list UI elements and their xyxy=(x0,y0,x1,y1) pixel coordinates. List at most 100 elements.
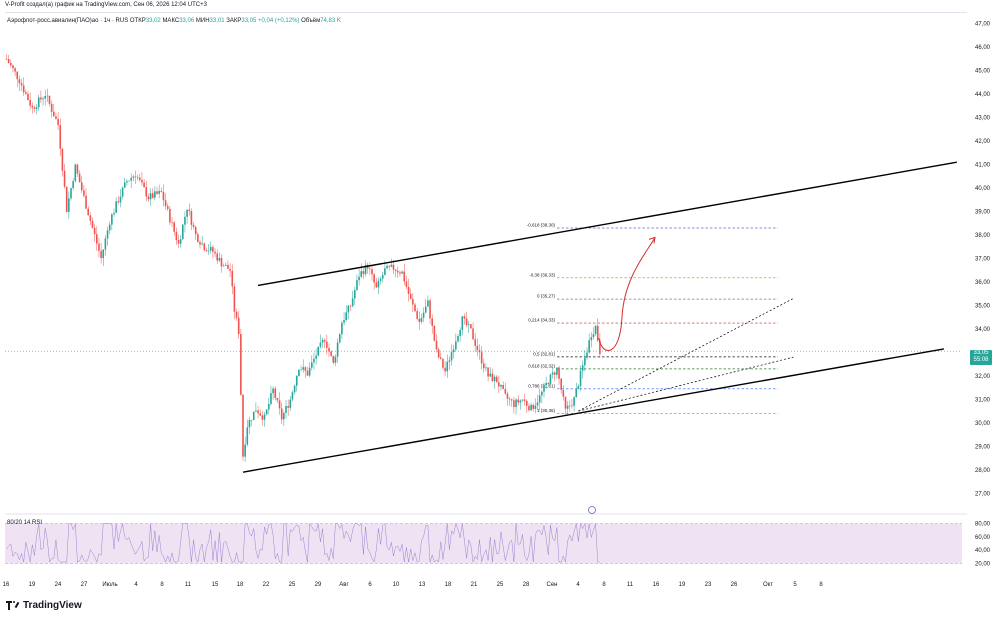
candle-body xyxy=(33,107,36,109)
price-tick-label: 36,00 xyxy=(975,280,991,286)
projection-dashed-line xyxy=(578,298,794,412)
candle-body xyxy=(216,253,218,261)
candle-body xyxy=(534,405,537,409)
price-tick-label: 46,00 xyxy=(975,45,991,51)
candle-body xyxy=(98,243,100,251)
candle-body xyxy=(175,231,178,241)
symbol-legend[interactable]: Аэрофлот-росс.авиалин(ПАО)ао · 1ч · RUS … xyxy=(7,18,341,24)
candle-body xyxy=(93,227,96,235)
candle-body xyxy=(304,367,307,371)
candle-body xyxy=(268,404,270,410)
candle-body xyxy=(328,347,330,352)
candle-body xyxy=(422,312,425,318)
bar-countdown: 55:08 xyxy=(973,357,989,363)
candle-body xyxy=(326,341,328,348)
fib-level-label: 0,5 (32,81) xyxy=(533,351,555,356)
candle-body xyxy=(91,220,94,228)
candle-body xyxy=(274,388,277,398)
candle-body xyxy=(362,271,365,275)
candle-body xyxy=(343,320,345,323)
candle-body xyxy=(227,264,229,269)
time-tick-label: 27 xyxy=(81,582,88,588)
tradingview-logo-icon xyxy=(6,601,20,610)
candle-body xyxy=(16,71,19,80)
candle-body xyxy=(588,340,590,353)
candle-body xyxy=(558,367,560,379)
price-tick-label: 34,00 xyxy=(975,327,991,333)
time-tick-label: 18 xyxy=(445,582,452,588)
time-tick-label: 28 xyxy=(523,582,530,588)
time-tick-label: 25 xyxy=(497,582,504,588)
candle-body xyxy=(418,318,421,322)
candle-body xyxy=(53,111,55,117)
price-tick-label: 27,00 xyxy=(975,491,991,497)
candle-body xyxy=(407,286,410,294)
candle-body xyxy=(556,367,558,375)
candle-body xyxy=(586,352,588,358)
fib-level-label: 0 (35,27) xyxy=(537,294,556,299)
candle-body xyxy=(272,388,274,394)
candle-body xyxy=(465,318,468,326)
candle-body xyxy=(452,349,455,353)
candle-body xyxy=(523,399,526,401)
candle-body xyxy=(543,385,545,392)
candle-body xyxy=(96,234,98,244)
candle-body xyxy=(115,201,117,213)
candle-body xyxy=(323,340,326,342)
candle-body xyxy=(298,370,300,377)
candle-body xyxy=(222,265,225,267)
open-label: ОТКР xyxy=(129,18,146,24)
time-tick-label: 25 xyxy=(289,582,296,588)
candle-body xyxy=(37,97,40,108)
candle-body xyxy=(61,148,64,171)
candle-body xyxy=(590,337,593,341)
candle-body xyxy=(351,298,354,307)
price-tick-label: 37,00 xyxy=(975,257,991,263)
candle-body xyxy=(448,360,451,362)
fib-level-label: 0,618 (32,32) xyxy=(528,363,555,368)
time-tick-label: 11 xyxy=(185,582,192,588)
candle-body xyxy=(315,355,317,359)
candle-body xyxy=(14,68,16,72)
candle-body xyxy=(472,328,474,340)
candle-body xyxy=(306,370,309,376)
channel-upper-line xyxy=(257,161,957,287)
candle-body xyxy=(515,399,517,408)
candle-body xyxy=(225,264,227,266)
candle-body xyxy=(132,176,135,178)
candle-body xyxy=(280,408,283,420)
candle-body xyxy=(433,325,436,341)
candle-body xyxy=(390,264,393,267)
candle-body xyxy=(444,367,446,372)
rsi-label[interactable]: 80/20 14 RSI xyxy=(7,520,43,526)
candle-body xyxy=(156,191,158,194)
candle-body xyxy=(566,405,569,409)
candle-body xyxy=(184,216,186,225)
candle-body xyxy=(255,410,257,412)
candle-body xyxy=(27,93,29,101)
time-tick-label: 24 xyxy=(55,582,62,588)
candle-body xyxy=(440,357,442,359)
drawings-layer xyxy=(242,161,957,514)
fib-layer: -0,618 (38,30) -0,38 (36,33) 0 (35,27) 0,21… xyxy=(5,222,962,414)
candle-body xyxy=(321,340,324,343)
candle-body xyxy=(508,398,511,400)
price-tick-label: 41,00 xyxy=(975,163,991,169)
candle-body xyxy=(70,188,72,199)
candle-body xyxy=(212,247,214,252)
candle-body xyxy=(478,350,481,353)
candle-body xyxy=(594,325,597,335)
candle-body xyxy=(244,444,246,457)
candle-body xyxy=(240,333,242,395)
candle-body xyxy=(197,234,199,242)
candle-body xyxy=(521,399,524,401)
price-tick-label: 43,00 xyxy=(975,116,991,122)
candle-body xyxy=(25,92,27,94)
rsi-panel: 80,00 60,00 40,00 20,00 xyxy=(5,513,991,567)
candle-body xyxy=(248,419,251,428)
candle-body xyxy=(164,200,167,207)
candle-body xyxy=(405,281,408,287)
candle-body xyxy=(302,367,304,370)
candle-body xyxy=(259,413,261,416)
